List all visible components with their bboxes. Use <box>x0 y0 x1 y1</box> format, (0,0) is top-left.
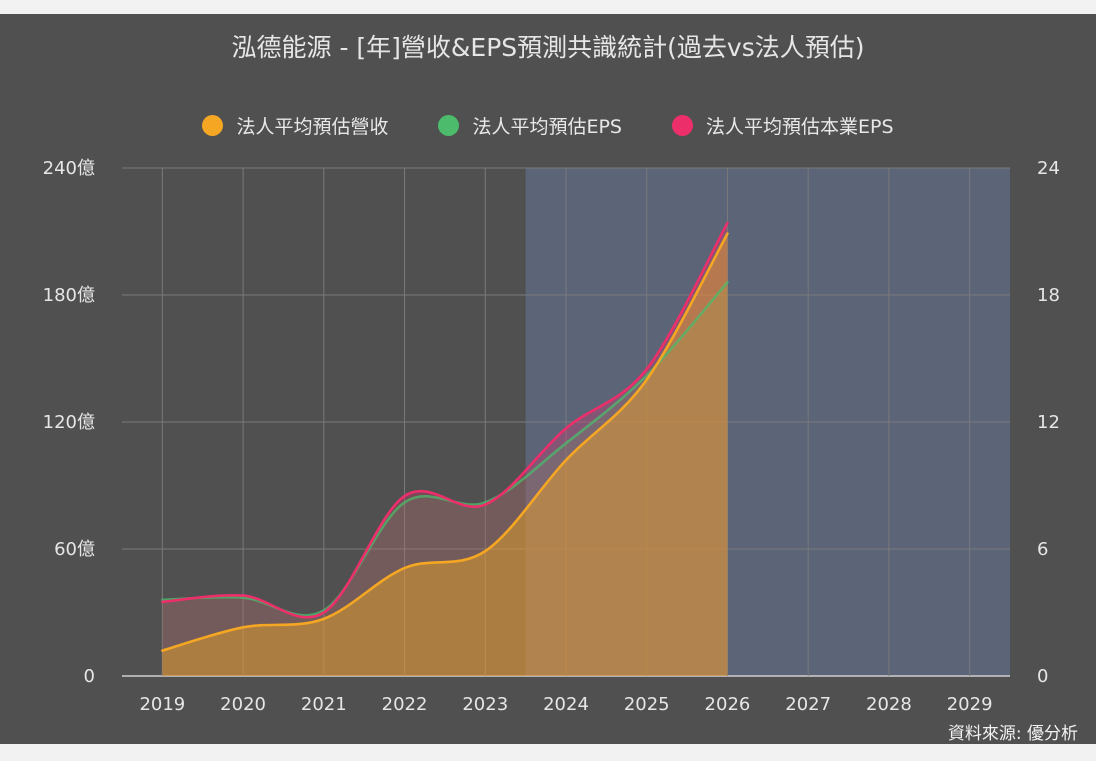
legend-item-revenue[interactable]: 法人平均預估營收 <box>202 112 388 139</box>
series-area-0 <box>162 233 728 676</box>
left-axis-tick-label: 180億 <box>43 285 95 306</box>
legend-item-core-eps[interactable]: 法人平均預估本業EPS <box>672 112 894 139</box>
x-axis-tick-label: 2024 <box>543 694 589 715</box>
x-axis-tick-label: 2029 <box>947 694 993 715</box>
right-axis-tick-label: 6 <box>1037 539 1048 560</box>
legend-dot-eps <box>438 115 460 136</box>
series-area-1 <box>162 282 728 676</box>
source-credit: 資料來源: 優分析 <box>947 724 1078 744</box>
x-axis-tick-label: 2023 <box>462 694 508 715</box>
series-area-2 <box>162 223 728 677</box>
x-axis-tick-label: 2027 <box>785 694 831 715</box>
left-axis-tick-label: 60億 <box>54 539 95 560</box>
left-axis-tick-label: 240億 <box>43 158 95 179</box>
legend: 法人平均預估營收 法人平均預估EPS 法人平均預估本業EPS <box>0 112 1096 139</box>
x-axis-tick-label: 2028 <box>866 694 912 715</box>
legend-item-eps[interactable]: 法人平均預估EPS <box>438 112 622 139</box>
left-axis-tick-label: 0 <box>84 666 95 687</box>
left-axis-tick-label: 120億 <box>43 412 95 433</box>
legend-label-revenue: 法人平均預估營收 <box>236 116 389 138</box>
legend-dot-core-eps <box>672 115 693 136</box>
series-line-0 <box>161 232 729 652</box>
legend-label-core-eps: 法人平均預估本業EPS <box>706 116 894 138</box>
right-axis-tick-label: 12 <box>1037 412 1060 433</box>
x-axis-tick-label: 2026 <box>705 694 751 715</box>
x-axis-tick-label: 2019 <box>139 694 185 715</box>
series-line-2 <box>161 221 729 619</box>
chart-title: 泓德能源 - [年]營收&EPS預測共識統計(過去vs法人預估) <box>231 33 865 62</box>
right-axis-tick-label: 18 <box>1037 285 1060 306</box>
legend-label-eps: 法人平均預估EPS <box>472 116 622 138</box>
right-axis-tick-label: 0 <box>1037 666 1048 687</box>
x-axis-tick-label: 2020 <box>220 694 266 715</box>
right-axis-tick-label: 24 <box>1037 158 1060 179</box>
x-axis-tick-label: 2021 <box>301 694 347 715</box>
x-axis-tick-label: 2025 <box>624 694 670 715</box>
x-axis-tick-label: 2022 <box>382 694 428 715</box>
legend-dot-revenue <box>202 115 224 136</box>
